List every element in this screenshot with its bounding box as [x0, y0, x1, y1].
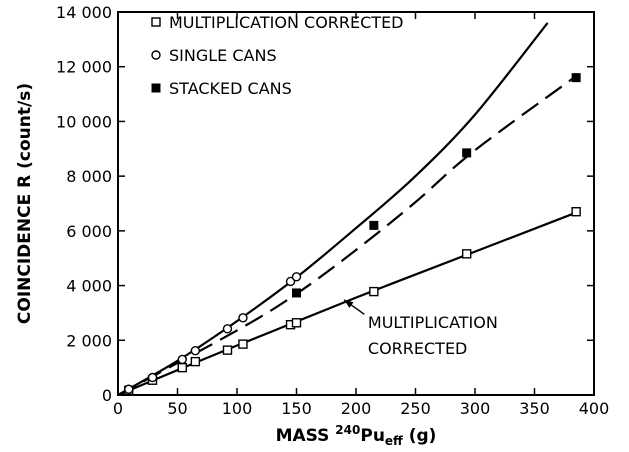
multiplication-corrected-point — [291, 318, 302, 328]
annotation-line-2: CORRECTED — [368, 339, 467, 358]
x-axis-title: MASS 240Pueff (g) — [276, 423, 437, 448]
single-cans-point — [147, 372, 158, 383]
x-tick-label: 0 — [113, 399, 123, 418]
data-markers — [124, 73, 581, 396]
legend-label-single-cans: SINGLE CANS — [169, 46, 277, 65]
y-tick-label: 8 000 — [66, 167, 112, 186]
x-tick-label: 50 — [167, 399, 187, 418]
x-tick-label: 250 — [400, 399, 431, 418]
axis-ticks — [117, 11, 595, 396]
x-tick-labels: 0 50 100 150 200 250 300 350 400 — [113, 399, 609, 418]
y-tick-label: 10 000 — [56, 112, 112, 131]
legend-marker-stacked-cans — [151, 83, 161, 93]
x-axis-title-sup: 240 — [335, 423, 360, 437]
legend-label-multiplication-corrected: MULTIPLICATION CORRECTED — [169, 13, 404, 32]
single-cans-point — [190, 345, 201, 356]
y-tick-label: 0 — [102, 386, 112, 405]
multiplication-corrected-point — [177, 362, 187, 373]
x-tick-label: 150 — [281, 399, 312, 418]
stacked-cans-point — [369, 220, 379, 230]
x-tick-label: 200 — [341, 399, 372, 418]
y-tick-label: 6 000 — [66, 222, 112, 241]
single-cans-point — [285, 276, 296, 287]
y-tick-label: 4 000 — [66, 277, 112, 296]
legend-marker-multiplication-corrected — [151, 17, 161, 27]
stacked-cans-point — [292, 288, 301, 298]
single-cans-point — [177, 354, 187, 365]
legend-label-stacked-cans: STACKED CANS — [169, 79, 292, 98]
single-cans-point — [291, 272, 302, 282]
stacked-cans-point — [462, 148, 472, 158]
multiplication-corrected-point — [461, 249, 472, 259]
legend: MULTIPLICATION CORRECTED SINGLE CANS STACK… — [151, 13, 404, 98]
x-axis-title-sub: eff — [385, 434, 403, 448]
y-tick-label: 2 000 — [66, 331, 112, 350]
plot-frame — [117, 11, 595, 396]
single-cans-point — [238, 313, 248, 323]
x-axis-title-prefix: MASS — [276, 426, 336, 446]
single-cans-point — [222, 324, 233, 334]
legend-marker-single-cans — [151, 50, 161, 60]
x-tick-label: 300 — [460, 399, 491, 418]
x-tick-label: 400 — [579, 399, 610, 418]
x-axis-title-main: Pu — [360, 426, 385, 446]
x-tick-label: 350 — [519, 399, 550, 418]
y-tick-label: 12 000 — [56, 58, 112, 77]
y-axis-title: COINCIDENCE R (count/s) — [15, 83, 35, 324]
multiplication-corrected-point — [190, 356, 201, 367]
multiplication-corrected-point — [222, 345, 233, 355]
y-tick-labels: 0 2 000 4 000 6 000 8 000 10 000 12 000 14 000 — [56, 3, 112, 405]
x-axis-title-suffix: (g) — [403, 426, 437, 446]
single-cans-point — [124, 384, 134, 394]
annotation-arrow-head — [344, 299, 354, 308]
y-tick-label: 14 000 — [56, 3, 112, 22]
multiplication-corrected-point — [571, 207, 581, 217]
multiplication-corrected-point — [369, 286, 379, 297]
stacked-cans-point — [571, 73, 581, 83]
annotation-line-1: MULTIPLICATION — [368, 313, 498, 332]
annotations: MULTIPLICATION CORRECTED — [343, 299, 498, 358]
single-cans-fit-line — [117, 22, 549, 396]
x-tick-label: 100 — [222, 399, 253, 418]
multiplication-corrected-point — [238, 339, 248, 349]
stacked-cans-fit-line — [117, 73, 580, 396]
